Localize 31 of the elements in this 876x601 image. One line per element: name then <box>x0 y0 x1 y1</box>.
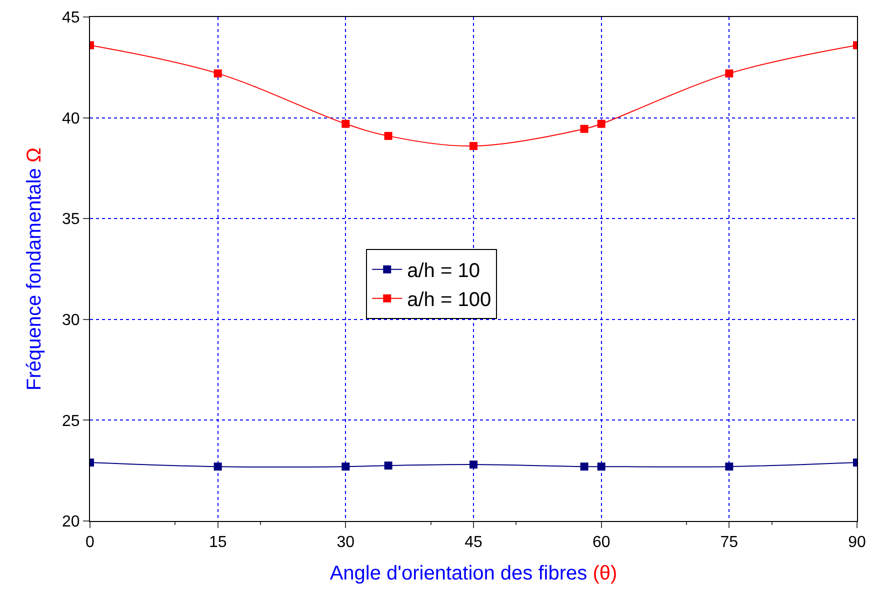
x-tick-label: 45 <box>464 534 482 552</box>
x-tick-label: 30 <box>336 534 355 552</box>
y-tick-label: 20 <box>62 514 80 531</box>
point <box>342 462 350 471</box>
point <box>725 462 734 471</box>
point <box>470 142 478 150</box>
y-tick-label: 25 <box>62 412 80 430</box>
point <box>342 120 350 128</box>
y-tick-label: 45 <box>62 10 80 27</box>
point <box>384 462 392 470</box>
point <box>580 124 588 133</box>
x-tick-label: 15 <box>208 534 227 552</box>
x-axis-title: Angle d'orientation des fibres (θ) <box>330 562 618 585</box>
point <box>214 462 222 471</box>
x-tick-label: 90 <box>848 534 866 552</box>
point <box>580 462 588 471</box>
point <box>470 460 478 469</box>
point <box>214 69 222 78</box>
point <box>597 120 606 128</box>
legend-label: a/h = 10 <box>407 260 480 282</box>
x-tick-label: 60 <box>592 534 610 552</box>
y-tick-label: 40 <box>62 110 80 128</box>
point <box>597 462 606 471</box>
point <box>725 69 734 78</box>
x-tick-label: 0 <box>86 534 95 552</box>
x-tick-label: 75 <box>720 534 738 552</box>
y-tick-label: 30 <box>62 312 80 329</box>
y-tick-label: 35 <box>62 211 80 228</box>
y-axis-title: Fréquence fondamentale Ω <box>24 148 46 390</box>
point <box>384 132 392 140</box>
legend-label: a/h = 100 <box>407 289 492 312</box>
